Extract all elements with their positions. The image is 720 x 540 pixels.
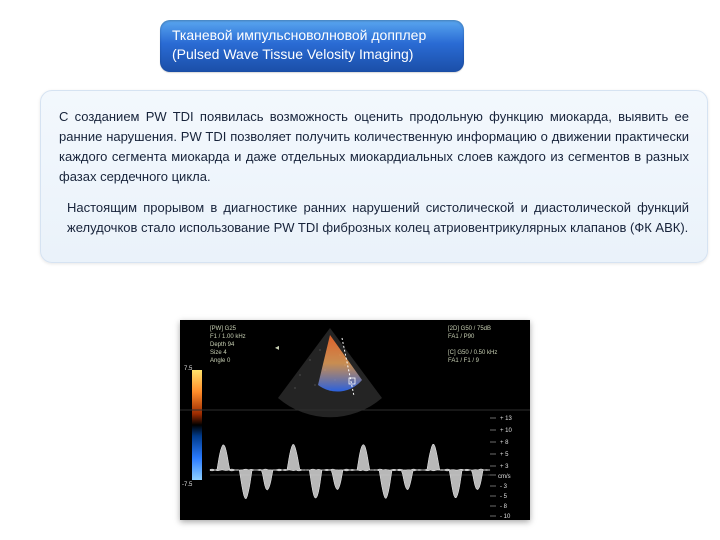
paragraph-2: Настоящим прорывом в диагностике ранних …	[67, 198, 689, 238]
us-top-right-4: FA1 / F1 / 9	[448, 358, 480, 364]
us-top-left-3: Size 4	[210, 350, 227, 356]
svg-text:- 3: - 3	[500, 484, 508, 490]
body-card: С созданием PW TDI появилась возможность…	[40, 90, 708, 263]
velocity-ticks: + 13 + 10 + 8 + 5 + 3 cm/s - 3 - 5 - 8 -…	[498, 416, 513, 520]
us-top-left-2: Depth 94	[210, 342, 235, 348]
title-pill: Тканевой импульсноволновой допплер (Puls…	[160, 20, 464, 72]
svg-text:cm/s: cm/s	[498, 474, 511, 480]
scale-bottom: -7.5	[182, 482, 193, 488]
us-top-right-3: [C] G50 / 0.50 kHz	[448, 350, 497, 356]
us-top-left-4: Angle 0	[210, 358, 231, 364]
svg-text:+ 5: + 5	[500, 452, 509, 458]
us-top-left-0: [PW] G25	[210, 326, 237, 332]
us-top-right-1: FA1 / P90	[448, 334, 475, 340]
slide: Тканевой импульсноволновой допплер (Puls…	[0, 0, 720, 540]
svg-text:- 10: - 10	[500, 514, 511, 520]
svg-text:+ 3: + 3	[500, 464, 509, 470]
title-line-2: (Pulsed Wave Tissue Velosity Imaging)	[172, 45, 452, 64]
spectral-waveform	[210, 444, 490, 499]
tick-dashes	[488, 418, 496, 516]
svg-text:+ 8: + 8	[500, 440, 509, 446]
us-top-right-0: [2D] G50 / 75dB	[448, 326, 491, 332]
svg-text:- 5: - 5	[500, 494, 508, 500]
svg-text:+ 10: + 10	[500, 428, 513, 434]
us-sector: ◂	[275, 328, 382, 417]
orientation-marker: ◂	[275, 343, 279, 352]
scale-top: 7.5	[184, 366, 193, 372]
ultrasound-figure: [PW] G25 F1 / 1.00 kHz Depth 94 Size 4 A…	[180, 320, 530, 520]
paragraph-1: С созданием PW TDI появилась возможность…	[59, 107, 689, 188]
svg-text:+ 13: + 13	[500, 416, 513, 422]
ultrasound-svg: [PW] G25 F1 / 1.00 kHz Depth 94 Size 4 A…	[180, 320, 530, 520]
svg-text:- 8: - 8	[500, 504, 508, 510]
us-top-left-1: F1 / 1.00 kHz	[210, 334, 246, 340]
title-line-1: Тканевой импульсноволновой допплер	[172, 26, 452, 45]
color-scale-bar	[192, 370, 202, 480]
